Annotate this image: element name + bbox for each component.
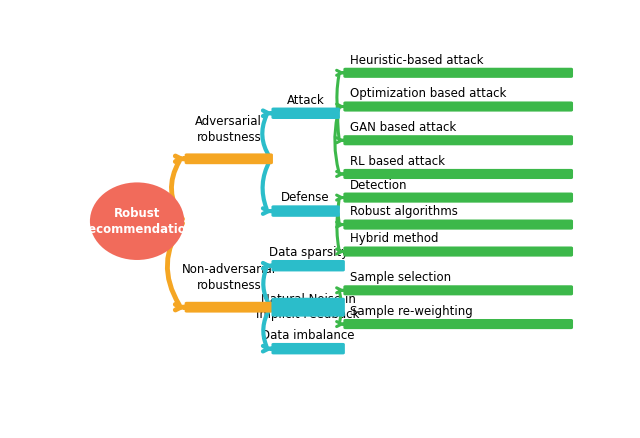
FancyBboxPatch shape xyxy=(344,247,573,257)
FancyBboxPatch shape xyxy=(344,319,573,329)
FancyBboxPatch shape xyxy=(344,219,573,230)
FancyBboxPatch shape xyxy=(344,135,573,145)
Text: Sample selection: Sample selection xyxy=(350,271,451,284)
Text: RL based attack: RL based attack xyxy=(350,155,445,168)
Text: Detection: Detection xyxy=(350,179,408,191)
Text: Natural Noise in
Implicit Feedback: Natural Noise in Implicit Feedback xyxy=(257,293,360,321)
Text: Optimization based attack: Optimization based attack xyxy=(350,88,507,100)
FancyBboxPatch shape xyxy=(185,153,273,164)
FancyBboxPatch shape xyxy=(271,108,340,119)
Text: Non-adversarial
robustness: Non-adversarial robustness xyxy=(182,263,276,292)
FancyBboxPatch shape xyxy=(344,285,573,295)
Ellipse shape xyxy=(90,182,184,260)
FancyBboxPatch shape xyxy=(271,205,340,217)
Text: GAN based attack: GAN based attack xyxy=(350,121,456,134)
Text: Robust algorithms: Robust algorithms xyxy=(350,205,458,219)
FancyBboxPatch shape xyxy=(185,302,273,313)
Text: Attack: Attack xyxy=(287,94,324,106)
FancyBboxPatch shape xyxy=(271,298,345,317)
Text: Data sparsity: Data sparsity xyxy=(269,246,348,259)
Text: Hybrid method: Hybrid method xyxy=(350,233,439,245)
FancyBboxPatch shape xyxy=(271,343,345,354)
FancyBboxPatch shape xyxy=(344,102,573,112)
Text: Adversarial
robustness: Adversarial robustness xyxy=(195,115,262,144)
FancyBboxPatch shape xyxy=(344,193,573,203)
Text: Heuristic-based attack: Heuristic-based attack xyxy=(350,54,484,67)
FancyBboxPatch shape xyxy=(344,68,573,78)
FancyBboxPatch shape xyxy=(271,260,345,272)
Text: Defense: Defense xyxy=(282,191,330,204)
Text: Sample re-weighting: Sample re-weighting xyxy=(350,305,473,318)
Text: Robust
Recommendation: Robust Recommendation xyxy=(79,207,195,236)
FancyBboxPatch shape xyxy=(344,169,573,179)
Text: Data imbalance: Data imbalance xyxy=(261,329,355,342)
